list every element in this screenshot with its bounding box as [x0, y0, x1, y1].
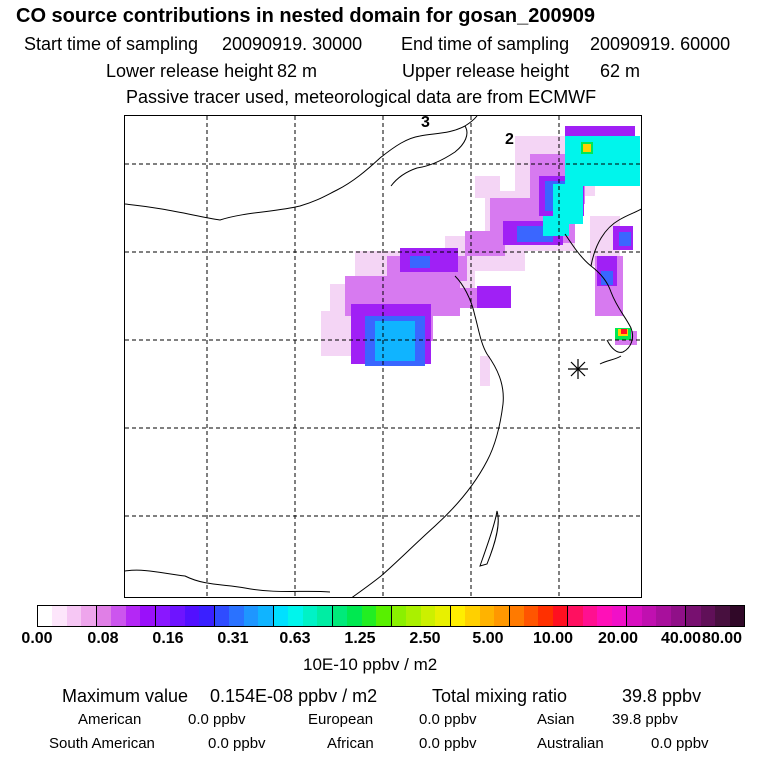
- colorbar-tick-5: 1.25: [344, 630, 376, 647]
- colorbar-swatch: [199, 606, 214, 626]
- total-mixing-label: Total mixing ratio: [432, 686, 568, 706]
- colorbar-swatch: [140, 606, 155, 626]
- tracer-note: Passive tracer used, meteorological data…: [126, 87, 597, 107]
- end-time-value: 20090919. 60000: [590, 34, 731, 54]
- colorbar-swatch: [347, 606, 362, 626]
- region-australian-label: Australian: [537, 735, 604, 752]
- plot-title: CO source contributions in nested domain…: [16, 5, 596, 27]
- colorbar-swatch: [406, 606, 421, 626]
- colorbar-swatch: [641, 606, 657, 626]
- colorbar-swatch: [66, 606, 82, 626]
- colorbar-swatch: [729, 606, 745, 626]
- upper-release-value: 62 m: [600, 61, 641, 81]
- colorbar-swatch: [184, 606, 200, 626]
- total-mixing-value: 39.8 ppbv: [622, 686, 702, 706]
- region-european-label: European: [308, 711, 374, 728]
- colorbar-swatch: [229, 606, 244, 626]
- map-label-2: 2: [505, 131, 514, 148]
- colorbar-swatch: [376, 606, 391, 626]
- colorbar-swatch: [582, 606, 598, 626]
- colorbar-swatch: [435, 606, 450, 626]
- colorbar-swatch: [626, 606, 642, 626]
- colorbar-swatch: [700, 606, 716, 626]
- colorbar-tick-9: 20.00: [597, 630, 639, 647]
- map-canvas: 3 2: [125, 116, 641, 597]
- start-time-label: Start time of sampling: [24, 34, 199, 54]
- region-south-american-value: 0.0 ppbv: [208, 735, 266, 752]
- colorbar-tick-11: 80.00: [701, 630, 743, 647]
- colorbar-swatch: [479, 606, 495, 626]
- colorbar-swatch: [508, 606, 524, 626]
- plume-layer: [321, 126, 640, 386]
- colorbar-swatch: [552, 606, 568, 626]
- colorbar-swatch: [449, 606, 466, 626]
- region-asian-value: 39.8 ppbv: [612, 711, 678, 728]
- colorbar-tick-8: 10.00: [532, 630, 574, 647]
- colorbar-swatch: [656, 606, 671, 626]
- region-asian-label: Asian: [537, 711, 575, 728]
- region-american-label: American: [78, 711, 142, 728]
- colorbar-swatch: [95, 606, 112, 626]
- colorbar-swatch: [465, 606, 480, 626]
- colorbar-swatch: [154, 606, 171, 626]
- start-time-value: 20090919. 30000: [222, 34, 363, 54]
- colorbar-swatch: [523, 606, 539, 626]
- colorbar-swatch: [361, 606, 377, 626]
- colorbar-tick-6: 2.50: [409, 630, 441, 647]
- colorbar-unit: 10E-10 ppbv / m2: [303, 655, 438, 674]
- max-value-label: Maximum value: [62, 686, 189, 706]
- region-south-american-label: South American: [49, 735, 155, 752]
- colorbar-swatch: [302, 606, 318, 626]
- colorbar-swatch: [52, 606, 67, 626]
- colorbar-swatch: [213, 606, 230, 626]
- colorbar-swatch: [317, 606, 332, 626]
- colorbar-tick-3: 0.31: [217, 630, 249, 647]
- colorbar-tick-1: 0.08: [87, 630, 119, 647]
- colorbar-swatch: [38, 606, 53, 626]
- colorbar-tick-7: 5.00: [472, 630, 504, 647]
- colorbar-swatch: [567, 606, 583, 626]
- region-european-value: 0.0 ppbv: [419, 711, 477, 728]
- colorbar-swatch: [538, 606, 553, 626]
- region-african-value: 0.0 ppbv: [419, 735, 477, 752]
- map-label-3: 3: [421, 116, 430, 131]
- map-panel: 3 2: [124, 115, 642, 598]
- lower-release-label: Lower release height: [106, 61, 274, 81]
- colorbar-swatch: [272, 606, 289, 626]
- coastline-layer: [125, 116, 641, 597]
- upper-release-label: Upper release height: [402, 61, 570, 81]
- colorbar-tick-2: 0.16: [152, 630, 184, 647]
- colorbar-swatch: [670, 606, 686, 626]
- colorbar-swatch: [420, 606, 436, 626]
- colorbar-swatch: [81, 606, 96, 626]
- max-value: 0.154E-08 ppbv / m2: [210, 686, 378, 706]
- graticule: [125, 116, 641, 597]
- colorbar-swatch: [125, 606, 141, 626]
- colorbar-swatch: [288, 606, 303, 626]
- colorbar: [37, 605, 745, 627]
- colorbar-swatch: [597, 606, 612, 626]
- colorbar-tick-0: 0.00: [21, 630, 53, 647]
- colorbar-swatch: [715, 606, 730, 626]
- receptor-marker: [568, 359, 588, 379]
- region-african-label: African: [327, 735, 374, 752]
- colorbar-swatch: [685, 606, 701, 626]
- end-time-label: End time of sampling: [401, 34, 570, 54]
- colorbar-swatch: [611, 606, 627, 626]
- region-american-value: 0.0 ppbv: [188, 711, 246, 728]
- colorbar-tick-4: 0.63: [279, 630, 311, 647]
- colorbar-swatch: [243, 606, 259, 626]
- region-australian-value: 0.0 ppbv: [651, 735, 709, 752]
- colorbar-swatch: [331, 606, 348, 626]
- colorbar-tick-10: 40.00: [660, 630, 702, 647]
- colorbar-swatch: [111, 606, 126, 626]
- colorbar-swatch: [494, 606, 509, 626]
- colorbar-swatch: [390, 606, 407, 626]
- colorbar-swatch: [170, 606, 185, 626]
- colorbar-swatch: [258, 606, 273, 626]
- lower-release-value: 82 m: [277, 61, 318, 81]
